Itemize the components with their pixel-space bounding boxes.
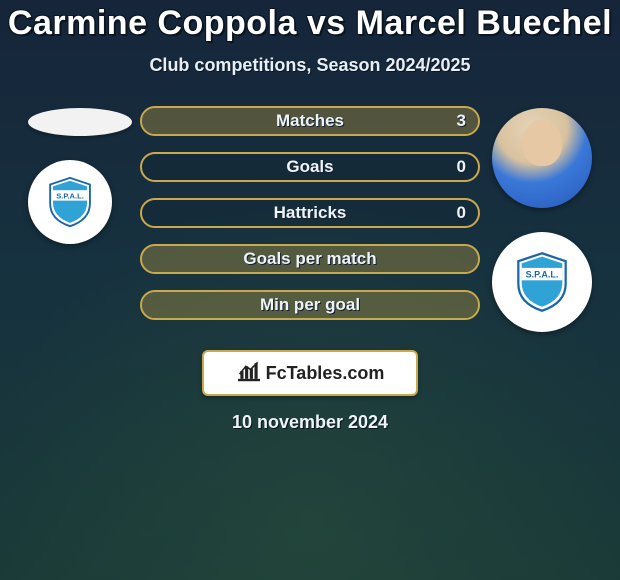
stat-label: Min per goal — [260, 295, 360, 315]
page-subtitle: Club competitions, Season 2024/2025 — [149, 55, 470, 76]
svg-text:S.P.A.L.: S.P.A.L. — [526, 269, 559, 279]
right-player-photo — [492, 108, 592, 208]
stat-bar: Min per goal — [140, 290, 480, 320]
shield-icon: S.P.A.L. — [44, 176, 96, 228]
stats-bars: Matches 3 Goals 0 Hattricks 0 Goals per match M… — [140, 106, 480, 320]
source-badge: FcTables.com — [202, 350, 418, 396]
stat-value: 0 — [457, 157, 466, 177]
stat-value: 0 — [457, 203, 466, 223]
right-club-badge: S.P.A.L. — [492, 232, 592, 332]
stat-label: Goals — [286, 157, 333, 177]
comparison-row: S.P.A.L. Matches 3 Goals 0 Hattricks 0 Goals p… — [0, 106, 620, 332]
stat-label: Goals per match — [243, 249, 376, 269]
stat-bar: Hattricks 0 — [140, 198, 480, 228]
stat-bar: Goals per match — [140, 244, 480, 274]
page-title: Carmine Coppola vs Marcel Buechel — [8, 4, 612, 43]
stat-label: Matches — [276, 111, 344, 131]
shield-icon: S.P.A.L. — [511, 251, 573, 313]
stat-bar: Matches 3 — [140, 106, 480, 136]
content-root: Carmine Coppola vs Marcel Buechel Club c… — [0, 0, 620, 580]
date-label: 10 november 2024 — [232, 412, 388, 433]
left-player-column: S.P.A.L. — [20, 106, 140, 244]
right-player-column: S.P.A.L. — [480, 106, 600, 332]
left-club-badge: S.P.A.L. — [28, 160, 112, 244]
stat-bar: Goals 0 — [140, 152, 480, 182]
chart-icon — [236, 360, 262, 387]
source-label: FcTables.com — [266, 363, 385, 384]
svg-text:S.P.A.L.: S.P.A.L. — [56, 191, 84, 200]
stat-value: 3 — [457, 111, 466, 131]
left-player-photo — [28, 108, 132, 136]
stat-label: Hattricks — [274, 203, 347, 223]
